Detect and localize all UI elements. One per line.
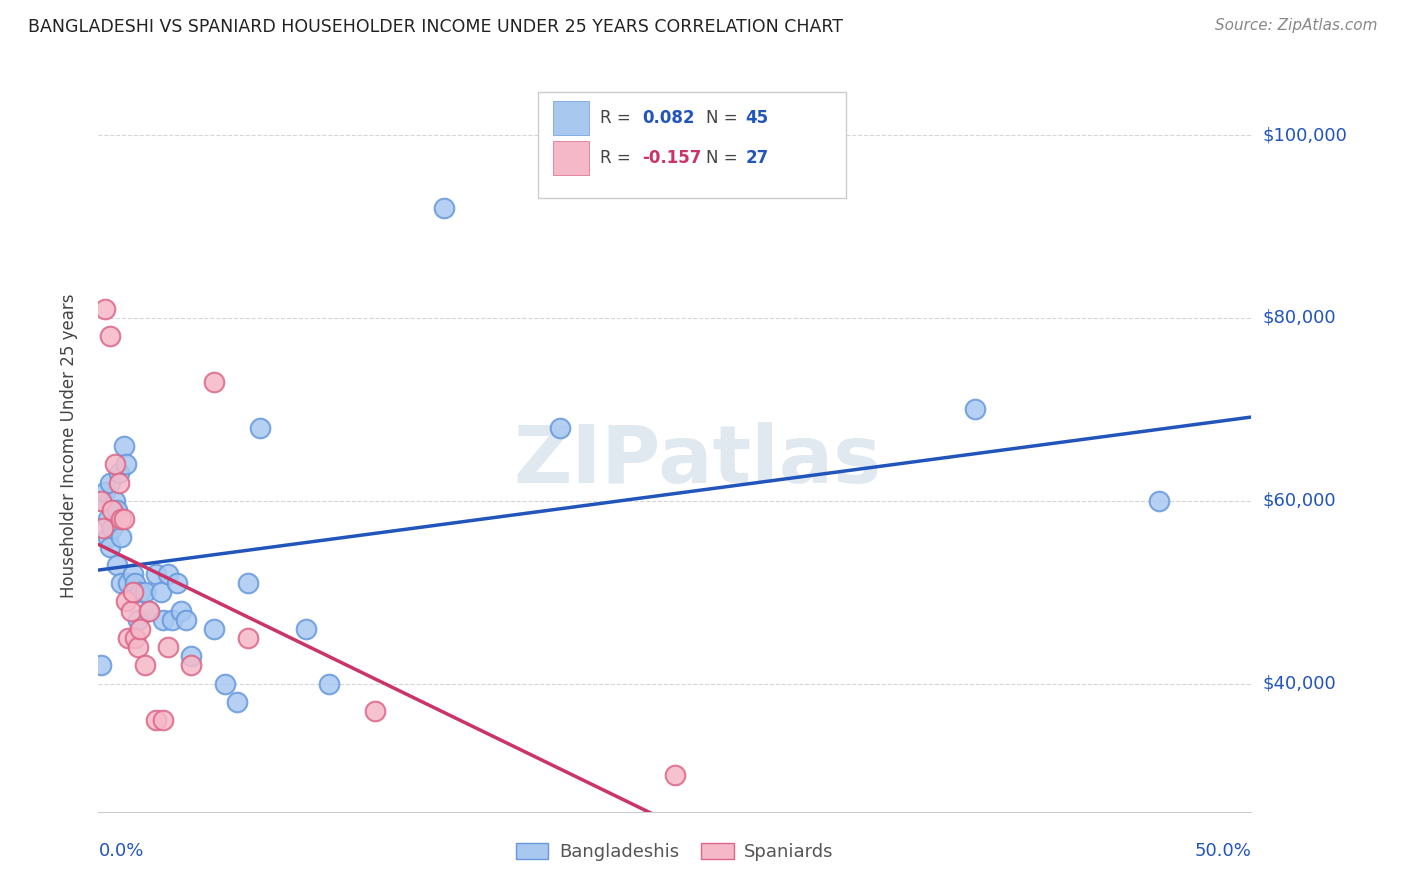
Point xyxy=(170,603,193,617)
Text: -0.157: -0.157 xyxy=(643,149,702,167)
Point xyxy=(94,484,117,499)
Text: BANGLADESHI VS SPANIARD HOUSEHOLDER INCOME UNDER 25 YEARS CORRELATION CHART: BANGLADESHI VS SPANIARD HOUSEHOLDER INCO… xyxy=(28,18,844,36)
Point xyxy=(433,201,456,215)
Point xyxy=(129,585,152,599)
Point xyxy=(122,585,145,599)
Point xyxy=(115,594,138,608)
Point xyxy=(963,402,986,417)
Point xyxy=(117,631,139,645)
Point xyxy=(110,530,132,544)
Point xyxy=(112,439,135,453)
Point xyxy=(152,714,174,728)
Text: 0.0%: 0.0% xyxy=(98,842,143,860)
Point xyxy=(124,576,146,591)
Point xyxy=(108,467,131,481)
Point xyxy=(90,658,112,673)
Text: ZIPatlas: ZIPatlas xyxy=(513,422,882,500)
Point xyxy=(134,658,156,673)
Point xyxy=(225,695,247,709)
Point xyxy=(94,301,117,316)
Point xyxy=(166,576,188,591)
Point xyxy=(127,613,149,627)
Point xyxy=(103,493,125,508)
Point xyxy=(134,585,156,599)
Point xyxy=(152,613,174,627)
Point xyxy=(105,503,128,517)
Point xyxy=(110,512,132,526)
Text: 0.082: 0.082 xyxy=(643,109,695,127)
Text: $100,000: $100,000 xyxy=(1263,126,1347,145)
Point xyxy=(295,622,318,636)
Point xyxy=(180,649,202,664)
Point xyxy=(149,585,172,599)
Point xyxy=(145,567,167,582)
Point xyxy=(110,576,132,591)
Point xyxy=(138,603,160,617)
Text: 45: 45 xyxy=(745,109,768,127)
Point xyxy=(1147,493,1170,508)
Point xyxy=(238,576,260,591)
Point xyxy=(115,457,138,471)
Text: R =: R = xyxy=(600,109,637,127)
Point xyxy=(156,567,179,582)
Point xyxy=(101,503,124,517)
Text: N =: N = xyxy=(706,109,742,127)
Point xyxy=(108,475,131,490)
Text: $80,000: $80,000 xyxy=(1263,309,1336,327)
Point xyxy=(129,622,152,636)
Y-axis label: Householder Income Under 25 years: Householder Income Under 25 years xyxy=(59,293,77,599)
Point xyxy=(249,420,271,434)
Point xyxy=(112,512,135,526)
Text: 50.0%: 50.0% xyxy=(1195,842,1251,860)
Point xyxy=(145,714,167,728)
Point xyxy=(180,658,202,673)
Point xyxy=(318,676,340,690)
Point xyxy=(156,640,179,655)
Point xyxy=(98,329,121,343)
Point xyxy=(90,493,112,508)
Point xyxy=(105,558,128,572)
Point xyxy=(124,631,146,645)
Point xyxy=(91,521,114,535)
Point xyxy=(103,457,125,471)
Point xyxy=(548,420,571,434)
Text: $60,000: $60,000 xyxy=(1263,491,1336,510)
Point xyxy=(97,530,120,544)
Point xyxy=(122,567,145,582)
Point xyxy=(138,603,160,617)
Text: N =: N = xyxy=(706,149,742,167)
Point xyxy=(202,622,225,636)
Point xyxy=(91,493,114,508)
Point xyxy=(127,640,149,655)
Point xyxy=(238,631,260,645)
Point xyxy=(98,540,121,554)
Text: Source: ZipAtlas.com: Source: ZipAtlas.com xyxy=(1215,18,1378,33)
Point xyxy=(364,704,387,718)
Text: $40,000: $40,000 xyxy=(1263,674,1336,693)
Point xyxy=(97,512,120,526)
Legend: Bangladeshis, Spaniards: Bangladeshis, Spaniards xyxy=(509,836,841,869)
Point xyxy=(101,521,124,535)
Point xyxy=(664,768,686,782)
Point xyxy=(117,576,139,591)
Point xyxy=(98,475,121,490)
Point xyxy=(202,375,225,389)
Text: R =: R = xyxy=(600,149,637,167)
Point xyxy=(174,613,197,627)
Point xyxy=(120,603,142,617)
Text: 27: 27 xyxy=(745,149,769,167)
Point xyxy=(214,676,236,690)
Point xyxy=(160,613,183,627)
